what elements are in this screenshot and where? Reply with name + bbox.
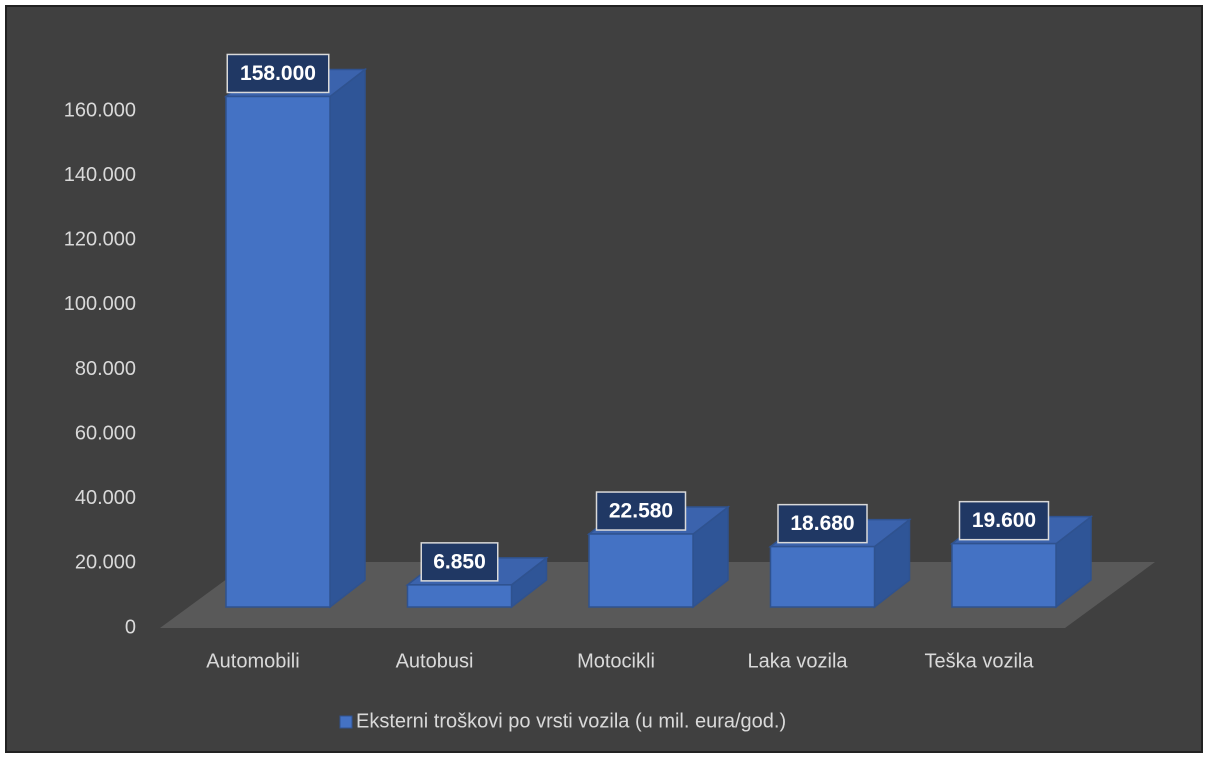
data-label: 19.600 [972,509,1036,532]
data-label: 6.850 [433,550,486,573]
bar-front [769,545,876,608]
data-label-box [958,500,1050,541]
bar-front [951,542,1057,608]
data-label-box [777,503,868,544]
y-tick-label: 0 [125,616,136,638]
bar [223,67,368,609]
data-label-box [595,491,687,531]
data-label-box [420,542,499,582]
data-label: 22.580 [609,500,673,523]
y-tick-label: 140.000 [64,164,136,186]
bar-front [588,533,694,608]
legend-swatch [339,715,353,729]
chart-background [5,5,1203,753]
bar-side [329,67,366,609]
y-tick-label: 20.000 [75,552,136,574]
y-tick-label: 40.000 [75,487,136,509]
x-tick-label: Motocikli [577,650,655,672]
bar-front [225,95,331,608]
y-tick-label: 60.000 [75,422,136,444]
data-label: 18.680 [790,512,854,535]
x-tick-label: Teška vozila [925,650,1035,672]
x-tick-label: Automobili [206,650,299,672]
bar-front [406,584,513,608]
x-tick-label: Laka vozila [747,650,848,672]
y-tick-label: 100.000 [64,293,136,315]
x-tick-label: Autobusi [396,650,474,672]
y-tick-label: 80.000 [75,358,136,380]
data-label: 158.000 [240,62,316,85]
y-tick-label: 120.000 [64,229,136,251]
legend-label: Eksterni troškovi po vrsti vozila (u mil… [356,710,786,732]
data-label-box [226,53,330,94]
y-tick-label: 160.000 [64,99,136,121]
